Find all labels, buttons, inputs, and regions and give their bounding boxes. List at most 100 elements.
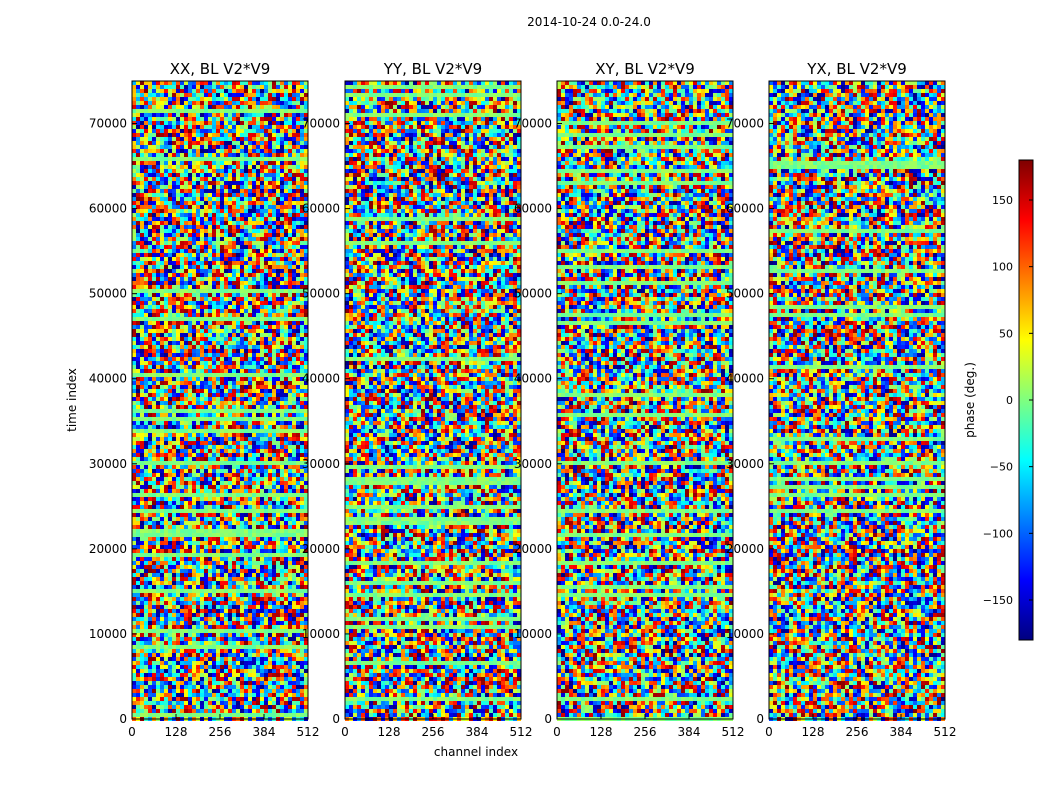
raster-cell bbox=[228, 469, 232, 473]
raster-cell bbox=[188, 409, 192, 413]
raster-cell bbox=[224, 445, 228, 449]
raster-cell bbox=[176, 481, 180, 485]
raster-cell bbox=[156, 453, 160, 457]
raster-cell bbox=[216, 305, 220, 309]
raster-cell bbox=[160, 165, 164, 169]
raster-cell bbox=[160, 93, 164, 97]
raster-cell bbox=[136, 505, 140, 509]
raster-cell bbox=[260, 393, 264, 397]
raster-cell bbox=[220, 137, 224, 141]
raster-cell bbox=[164, 277, 168, 281]
raster-cell bbox=[228, 453, 232, 457]
raster-cell bbox=[208, 477, 212, 481]
raster-cell bbox=[168, 205, 172, 209]
raster-cell bbox=[228, 129, 232, 133]
raster-cell bbox=[164, 465, 168, 469]
raster-cell bbox=[292, 229, 296, 233]
raster-cell bbox=[180, 221, 184, 225]
raster-cell bbox=[168, 165, 172, 169]
raster-cell bbox=[236, 401, 240, 405]
raster-cell bbox=[212, 221, 216, 225]
raster-cell bbox=[160, 117, 164, 121]
raster-cell bbox=[204, 157, 208, 161]
raster-cell bbox=[292, 321, 296, 325]
raster-cell bbox=[220, 225, 224, 229]
raster-cell bbox=[160, 281, 164, 285]
raster-cell bbox=[204, 213, 208, 217]
raster-cell bbox=[296, 97, 300, 101]
raster-cell bbox=[232, 113, 236, 117]
raster-cell bbox=[204, 477, 208, 481]
raster-cell bbox=[132, 453, 136, 457]
raster-cell bbox=[296, 89, 300, 93]
raster-cell bbox=[284, 141, 288, 145]
raster-cell bbox=[280, 309, 284, 313]
raster-cell bbox=[196, 365, 200, 369]
raster-cell bbox=[244, 269, 248, 273]
raster-cell bbox=[208, 353, 212, 357]
raster-cell bbox=[164, 105, 168, 109]
raster-cell bbox=[292, 341, 296, 345]
raster-cell bbox=[284, 185, 288, 189]
raster-cell bbox=[276, 145, 280, 149]
raster-cell bbox=[188, 373, 192, 377]
raster-cell bbox=[212, 289, 216, 293]
raster-cell bbox=[284, 173, 288, 177]
raster-cell bbox=[284, 337, 288, 341]
raster-cell bbox=[176, 113, 180, 117]
raster-cell bbox=[176, 161, 180, 165]
raster-cell bbox=[172, 249, 176, 253]
raster-cell bbox=[304, 273, 308, 277]
raster-cell bbox=[280, 301, 284, 305]
raster-cell bbox=[272, 453, 276, 457]
raster-cell bbox=[296, 357, 300, 361]
raster-cell bbox=[236, 141, 240, 145]
raster-cell bbox=[208, 357, 212, 361]
raster-cell bbox=[296, 109, 300, 113]
raster-cell bbox=[176, 297, 180, 301]
raster-cell bbox=[280, 277, 284, 281]
raster-cell bbox=[288, 445, 292, 449]
raster-cell bbox=[160, 441, 164, 445]
raster-cell bbox=[224, 93, 228, 97]
raster-cell bbox=[268, 389, 272, 393]
raster-cell bbox=[168, 529, 172, 533]
raster-cell bbox=[196, 281, 200, 285]
raster-cell bbox=[184, 89, 188, 93]
raster-cell bbox=[136, 377, 140, 381]
raster-cell bbox=[260, 229, 264, 233]
raster-cell bbox=[288, 169, 292, 173]
raster-cell bbox=[228, 345, 232, 349]
raster-cell bbox=[180, 125, 184, 129]
raster-cell bbox=[192, 137, 196, 141]
raster-cell bbox=[284, 253, 288, 257]
raster-cell bbox=[224, 161, 228, 165]
raster-cell bbox=[220, 317, 224, 321]
raster-cell bbox=[192, 477, 196, 481]
raster-cell bbox=[164, 353, 168, 357]
raster-cell bbox=[156, 177, 160, 181]
raster-cell bbox=[260, 273, 264, 277]
raster-cell bbox=[244, 389, 248, 393]
raster-cell bbox=[132, 309, 136, 313]
raster-cell bbox=[196, 277, 200, 281]
raster-cell bbox=[164, 473, 168, 477]
raster-cell bbox=[260, 477, 264, 481]
raster-cell bbox=[284, 453, 288, 457]
raster-cell bbox=[132, 181, 136, 185]
raster-cell bbox=[272, 421, 276, 425]
raster-cell bbox=[184, 85, 188, 89]
raster-cell bbox=[232, 121, 236, 125]
raster-cell bbox=[252, 501, 256, 505]
raster-cell bbox=[164, 293, 168, 297]
raster-cell bbox=[252, 257, 256, 261]
raster-cell bbox=[304, 469, 308, 473]
raster-cell bbox=[296, 469, 300, 473]
raster-cell bbox=[164, 373, 168, 377]
raster-cell bbox=[156, 337, 160, 341]
raster-cell bbox=[168, 357, 172, 361]
raster-cell bbox=[148, 265, 152, 269]
raster-cell bbox=[188, 125, 192, 129]
raster-cell bbox=[260, 377, 264, 381]
raster-cell bbox=[296, 93, 300, 97]
